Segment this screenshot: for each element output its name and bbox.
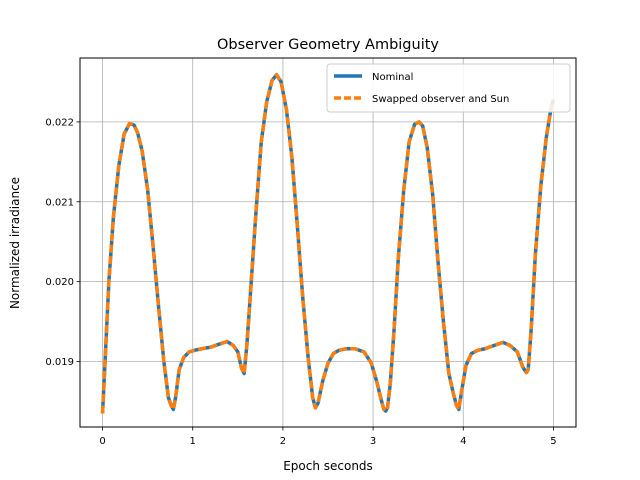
legend-label-nominal: Nominal <box>372 72 413 83</box>
axis-ticks: 0 1 2 3 4 5 0.019 0.020 0.021 0.022 <box>45 117 556 447</box>
y-tick-label: 0.019 <box>45 357 74 368</box>
x-tick-label: 0 <box>99 436 105 447</box>
plot-frame <box>79 57 577 428</box>
x-tick-label: 5 <box>550 436 556 447</box>
y-tick-label: 0.021 <box>45 197 74 208</box>
y-tick-label: 0.020 <box>45 277 74 288</box>
x-axis-title: Epoch seconds <box>283 459 373 473</box>
chart-title: Observer Geometry Ambiguity <box>217 37 439 53</box>
y-tick-label: 0.022 <box>45 117 74 128</box>
x-tick-label: 4 <box>460 436 466 447</box>
legend: Nominal Swapped observer and Sun <box>326 63 571 113</box>
x-tick-label: 2 <box>280 436 286 447</box>
y-axis-title: Normalized irradiance <box>8 177 22 309</box>
x-tick-label: 3 <box>370 436 376 447</box>
series-line-swapped <box>100 73 556 414</box>
series-layer <box>100 73 556 414</box>
legend-label-swapped: Swapped observer and Sun <box>372 94 509 105</box>
x-tick-label: 1 <box>190 436 196 447</box>
legend-box <box>326 63 571 113</box>
